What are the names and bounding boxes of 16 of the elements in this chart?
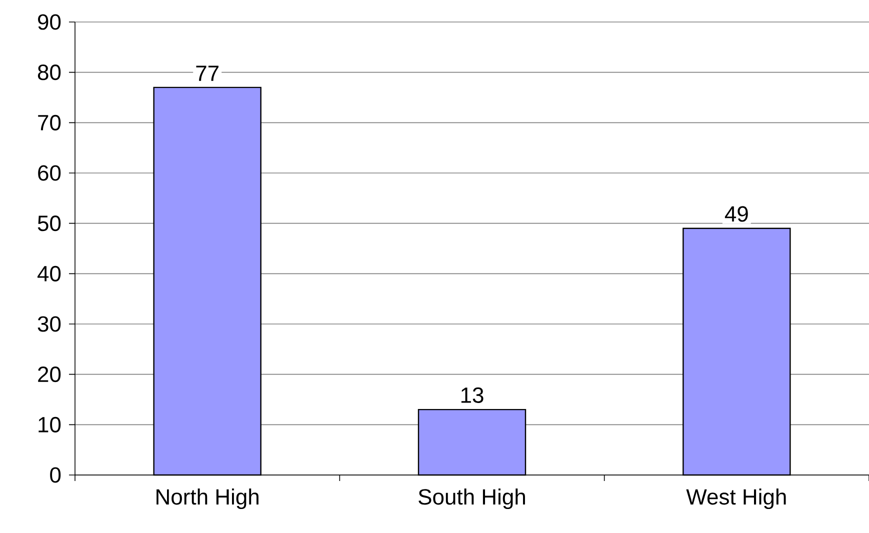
data-label: 49: [724, 206, 748, 222]
y-tick-label: 10: [38, 416, 61, 432]
data-label: 13: [461, 387, 484, 403]
x-tick-label: South High: [418, 488, 525, 510]
y-tick-label: 30: [38, 316, 61, 332]
x-tick-label: North High: [156, 488, 258, 510]
y-tick-label: 90: [38, 14, 61, 30]
y-tick-label: 20: [38, 366, 61, 382]
y-tick-label: 0: [50, 467, 61, 483]
data-label: 77: [196, 66, 218, 81]
y-tick-label: 70: [38, 114, 61, 130]
y-tick-label: 80: [38, 64, 61, 80]
y-tick-label: 40: [38, 266, 61, 282]
y-tick-label: 50: [38, 216, 61, 232]
x-tick-label: West High: [686, 488, 786, 510]
y-tick-label: 60: [38, 165, 61, 181]
